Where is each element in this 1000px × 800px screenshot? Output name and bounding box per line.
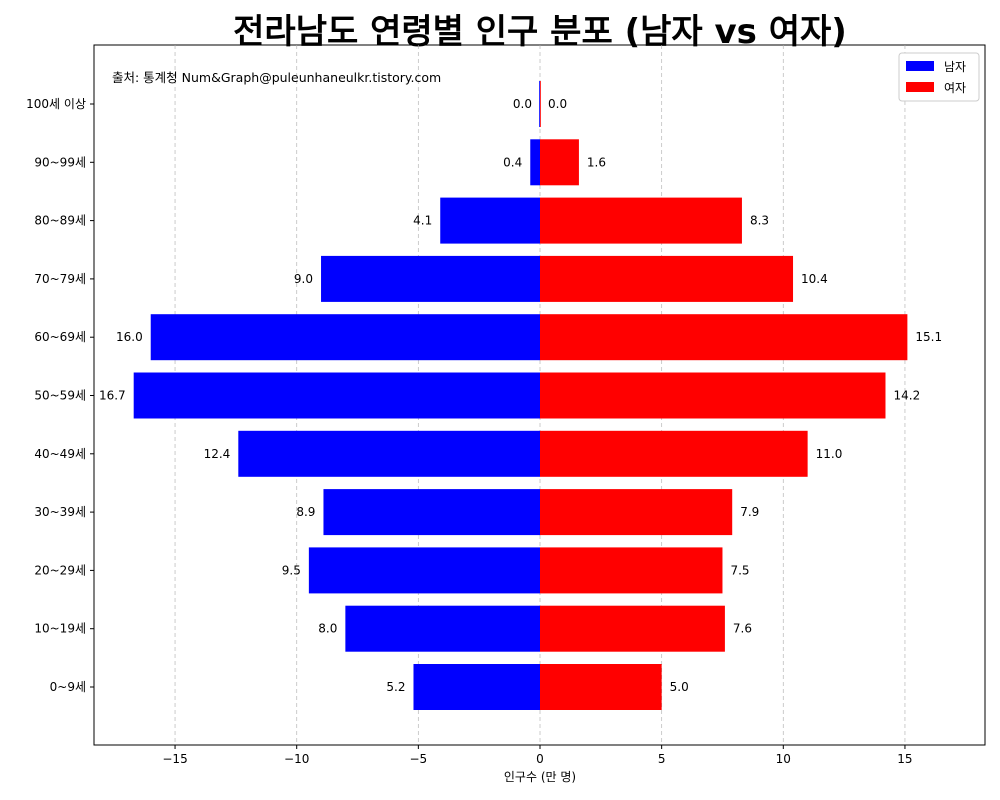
y-tick-label: 100세 이상 [26,97,86,111]
y-tick-label: 0~9세 [50,680,86,694]
bar-female [540,197,742,244]
y-tick-label: 40~49세 [34,447,86,461]
y-tick-label: 60~69세 [34,330,86,344]
bar-female [540,139,579,186]
value-label-male: 9.5 [282,563,301,577]
x-tick-label: 15 [897,752,912,766]
bar-female [540,547,723,594]
value-label-female: 7.5 [730,563,749,577]
bars [133,81,908,710]
bar-male [323,489,540,536]
y-tick-label: 30~39세 [34,505,86,519]
value-label-female: 11.0 [816,447,843,461]
value-label-male: 4.1 [413,214,432,228]
value-label-female: 7.6 [733,622,752,636]
bar-male [133,372,540,419]
x-tick-label: −5 [409,752,427,766]
source-note: 출처: 통계청 Num&Graph@puleunhaneulkr.tistory… [112,70,441,85]
value-label-male: 0.0 [513,97,532,111]
bar-female [540,605,725,652]
bar-male [413,664,540,710]
value-label-male: 8.9 [296,505,315,519]
value-label-female: 8.3 [750,214,769,228]
x-tick-label: −15 [162,752,187,766]
y-tick-label: 10~19세 [34,622,86,636]
x-tick-label: −10 [284,752,309,766]
bar-female [540,255,794,302]
bar-male [321,255,540,302]
y-tick-label: 50~59세 [34,389,86,403]
value-label-female: 10.4 [801,272,828,286]
legend-swatch [906,82,934,92]
bar-female [540,372,886,419]
bar-male [530,139,540,186]
value-label-male: 0.4 [503,155,522,169]
value-label-female: 7.9 [740,505,759,519]
value-label-female: 0.0 [548,97,567,111]
x-tick-label: 0 [536,752,544,766]
bar-male [345,605,540,652]
value-label-female: 15.1 [915,330,942,344]
value-label-male: 16.7 [99,389,126,403]
value-labels: 5.2 5.0 8.0 7.6 9.5 7.5 8.9 7.9 12.4 11.0 16.7 14.2… [99,97,942,694]
bar-male [440,197,540,244]
x-axis-label: 인구수 (만 명) [504,770,576,784]
bar-male [308,547,540,594]
legend-swatch [906,61,934,71]
bar-female [540,664,662,710]
legend-label: 남자 [944,60,966,74]
value-label-female: 5.0 [670,680,689,694]
y-tick-label: 80~89세 [34,214,86,228]
x-tick-label: 5 [658,752,666,766]
y-tick-label: 20~29세 [34,563,86,577]
bar-female [540,489,733,536]
bar-male [150,314,540,361]
axis-ticks: −15 −10 −5 0 5 10 15 0~9세 10~19세 20~29세 30~39세 40~4… [26,97,912,766]
bar-female [540,81,541,127]
legend-box [898,52,980,102]
bar-female [540,430,808,477]
legend-label: 여자 [944,81,966,95]
y-tick-label: 90~99세 [34,155,86,169]
value-label-male: 5.2 [386,680,405,694]
value-label-female: 1.6 [587,155,606,169]
x-tick-label: 10 [776,752,791,766]
bar-male [539,81,540,127]
value-label-male: 8.0 [318,622,337,636]
value-label-male: 12.4 [204,447,231,461]
value-label-male: 9.0 [294,272,313,286]
value-label-female: 14.2 [893,389,920,403]
value-label-male: 16.0 [116,330,143,344]
bar-female [540,314,908,361]
bar-male [238,430,541,477]
y-tick-label: 70~79세 [34,272,86,286]
